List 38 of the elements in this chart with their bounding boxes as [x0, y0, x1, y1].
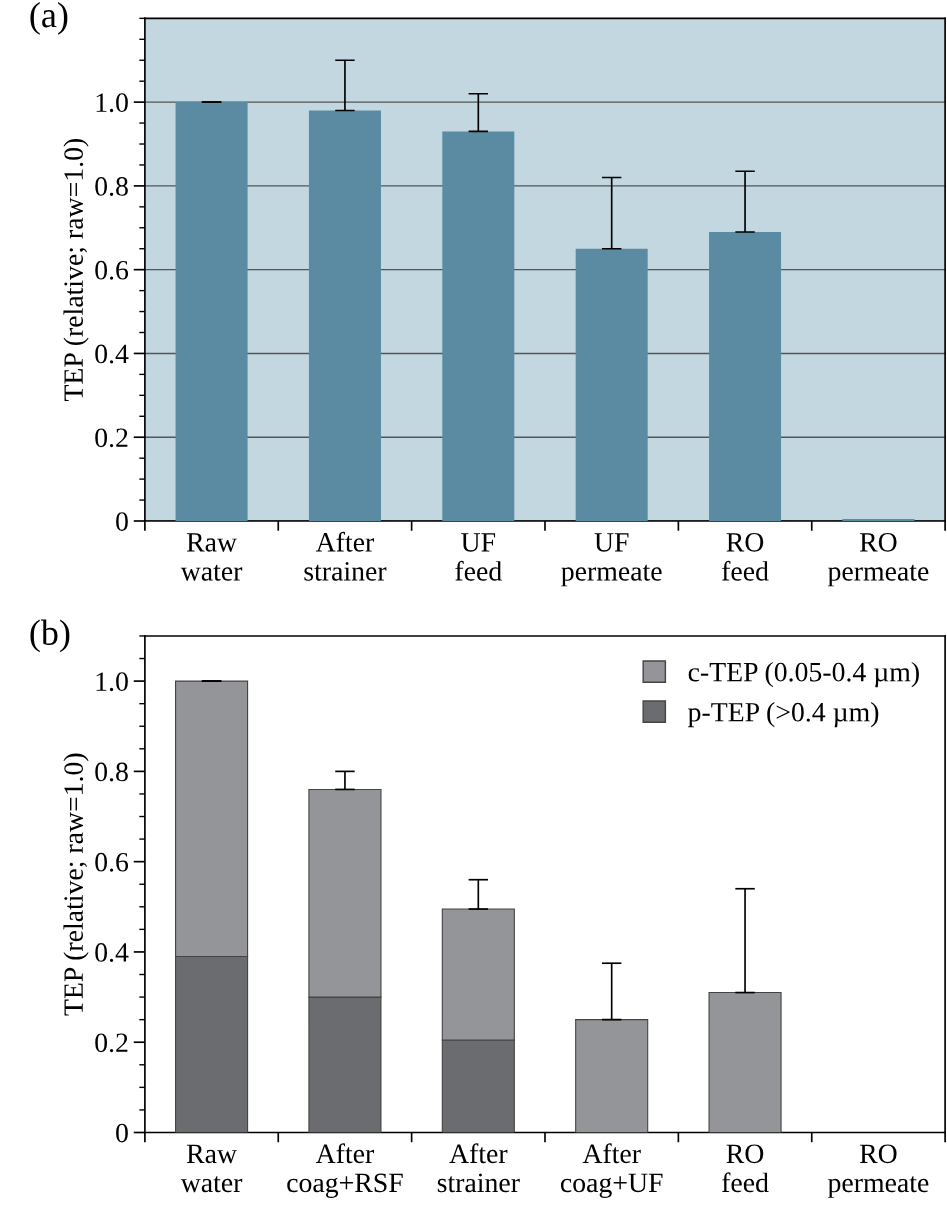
chart-title: (a)	[30, 1, 68, 35]
x-tick-label: RO permeate	[827, 532, 929, 587]
chart-title: (b)	[30, 619, 70, 653]
x-tick-label: UF feed	[455, 533, 502, 581]
x-tick-label: After coag+UF	[560, 1143, 663, 1198]
bar	[842, 518, 915, 521]
y-tick-label: 0.4	[95, 943, 129, 962]
x-tick-label: After coag+RSF	[287, 1143, 403, 1198]
y-tick-label: 0.8	[95, 177, 128, 196]
bar	[308, 110, 381, 521]
legend-label: p-TEP (>0.4 µm)	[688, 702, 879, 728]
y-axis-title: TEP (relative; raw=1.0)	[63, 139, 89, 402]
x-tick-label: UF permeate	[561, 533, 662, 587]
x-tick-label: After strainer	[437, 1143, 520, 1193]
bar	[575, 248, 648, 521]
y-tick-label: 0.2	[95, 428, 128, 448]
bar	[708, 992, 782, 1133]
bar	[575, 1019, 649, 1133]
x-tick-label: RO feed	[722, 532, 769, 581]
x-tick-label: RO permeate	[827, 1144, 929, 1198]
y-tick-label: 1.0	[96, 93, 128, 113]
x-tick-label: After strainer	[304, 531, 387, 581]
x-tick-label: Raw water	[180, 533, 243, 581]
x-tick-label: Raw water	[180, 1144, 243, 1193]
y-tick-label: 1.0	[96, 672, 128, 692]
y-tick-label: 0.2	[95, 1033, 128, 1053]
legend-label: c-TEP (0.05-0.4 µm)	[688, 661, 919, 688]
y-tick-label: 0	[116, 1123, 128, 1143]
y-tick-label: 0	[116, 512, 128, 531]
bar	[175, 102, 248, 521]
x-tick-label: RO feed	[722, 1144, 769, 1193]
y-tick-label: 0.6	[95, 852, 129, 872]
y-tick-label: 0.4	[95, 344, 129, 364]
y-tick-label: 0.6	[95, 260, 129, 280]
bar	[709, 231, 782, 521]
y-tick-label: 0.8	[95, 762, 128, 782]
y-axis-title: TEP (relative; raw=1.0)	[63, 753, 89, 1016]
bar	[442, 131, 515, 521]
